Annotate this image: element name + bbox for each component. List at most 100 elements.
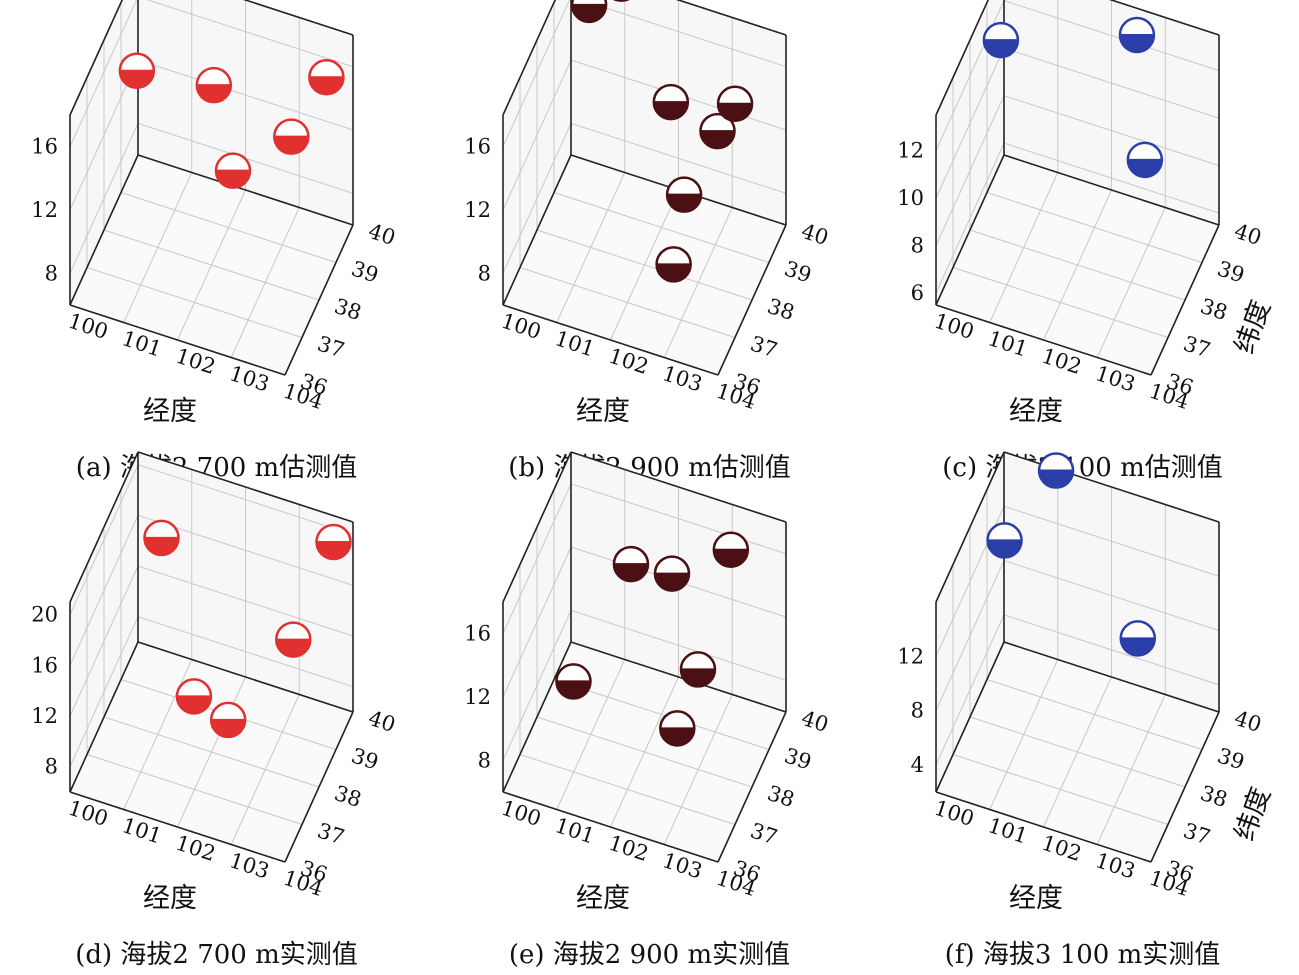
z-tick-label: 10	[897, 186, 924, 210]
grid-line	[137, 616, 354, 688]
z-tick-label: 8	[45, 755, 58, 779]
box-edge	[69, 304, 286, 376]
grid-line	[935, 560, 1005, 711]
grid-line	[103, 716, 320, 788]
marker-fill	[274, 136, 309, 154]
box-edge	[502, 154, 572, 306]
box-edge	[69, 154, 139, 306]
data-point	[555, 663, 592, 700]
grid-line	[69, 515, 139, 666]
data-point	[679, 651, 717, 688]
box-edge	[935, 0, 990, 116]
grid-line	[536, 229, 753, 301]
y-tick-label: 40	[798, 706, 831, 737]
marker-fill	[713, 549, 748, 567]
marker-fill	[196, 85, 231, 103]
z-tick-label: 16	[464, 622, 491, 646]
z-tick-label: 16	[31, 653, 58, 677]
box-edge	[284, 224, 354, 376]
marker-fill	[1127, 159, 1162, 177]
grid-line	[570, 483, 787, 555]
grid-line	[103, 229, 320, 301]
y-tick-label: 38	[331, 294, 364, 325]
y-tick-label: 38	[331, 781, 364, 812]
data-point	[1037, 452, 1075, 489]
marker-fill	[987, 540, 1022, 558]
z-tick-label: 12	[31, 704, 58, 728]
grid-line	[69, 123, 139, 274]
y-tick-label: 39	[1214, 256, 1247, 287]
data-point	[209, 701, 247, 739]
data-point	[1118, 16, 1156, 54]
grid-line	[502, 610, 572, 761]
marker-fill	[1119, 35, 1154, 53]
panel-caption: (e) 海拔2 900 m实测值	[509, 940, 790, 970]
y-tick-label: 37	[747, 818, 780, 849]
box-edge	[570, 451, 787, 523]
box-edge	[502, 641, 572, 793]
y-tick-label: 39	[781, 743, 814, 774]
data-point	[699, 112, 736, 150]
data-point	[1126, 141, 1164, 179]
marker-fill	[556, 681, 591, 699]
data-point	[716, 85, 754, 122]
box-edge	[137, 451, 354, 523]
grid-line	[969, 716, 1186, 788]
grid-line	[69, 0, 138, 147]
marker-fill	[309, 77, 344, 95]
grid-line	[519, 754, 736, 825]
z-tick-label: 4	[911, 753, 924, 777]
data-point	[652, 83, 690, 121]
panel-caption: (f) 海拔3 100 m实测值	[945, 940, 1221, 970]
grid-line	[1003, 614, 1220, 686]
data-point	[315, 523, 352, 561]
panel-caption: (d) 海拔2 700 m实测值	[75, 940, 358, 970]
grid-line	[1003, 0, 1220, 72]
y-tick-label: 38	[1197, 294, 1230, 325]
data-point	[308, 59, 345, 96]
y-tick-label: 38	[764, 781, 797, 812]
y-axis-label: 纬度	[1229, 296, 1277, 357]
y-tick-label: 37	[314, 331, 347, 362]
box-edge	[502, 304, 719, 376]
z-tick-label: 8	[911, 699, 924, 723]
box-edge	[502, 451, 572, 603]
grid-line	[69, 464, 139, 615]
grid-line	[935, 47, 1005, 199]
data-point	[275, 621, 312, 658]
box-edge	[717, 711, 787, 863]
data-point	[659, 710, 696, 747]
y-tick-label: 39	[781, 256, 814, 287]
grid-line	[986, 679, 1203, 750]
marker-fill	[616, 0, 626, 1]
z-tick-label: 6	[911, 281, 924, 305]
data-point	[118, 52, 156, 89]
x-axis-label: 经度	[143, 883, 197, 914]
box-edge	[502, 791, 719, 863]
box-edge	[935, 641, 1005, 793]
marker-fill	[680, 669, 715, 687]
grid-line	[536, 716, 753, 788]
box-edges	[935, 0, 1220, 376]
z-tick-label: 12	[897, 644, 924, 668]
grid-line	[1003, 560, 1220, 632]
marker-fill	[316, 541, 351, 559]
box-edge	[935, 304, 1152, 376]
box-edge	[137, 641, 354, 713]
data-point	[1119, 620, 1157, 657]
grid-line	[519, 267, 736, 338]
y-tick-label: 40	[1231, 219, 1264, 250]
grid-line	[935, 95, 1005, 246]
data-point	[653, 555, 691, 592]
grid-line	[86, 754, 303, 825]
marker-fill	[1120, 638, 1155, 656]
z-tick-label: 8	[478, 748, 491, 772]
z-tick-label: 20	[31, 603, 58, 627]
z-tick-label: 8	[911, 234, 924, 258]
z-tick-label: 16	[31, 135, 58, 159]
grid-line	[502, 0, 571, 147]
grid-line	[1003, 95, 1220, 167]
y-tick-label: 39	[1214, 743, 1247, 774]
